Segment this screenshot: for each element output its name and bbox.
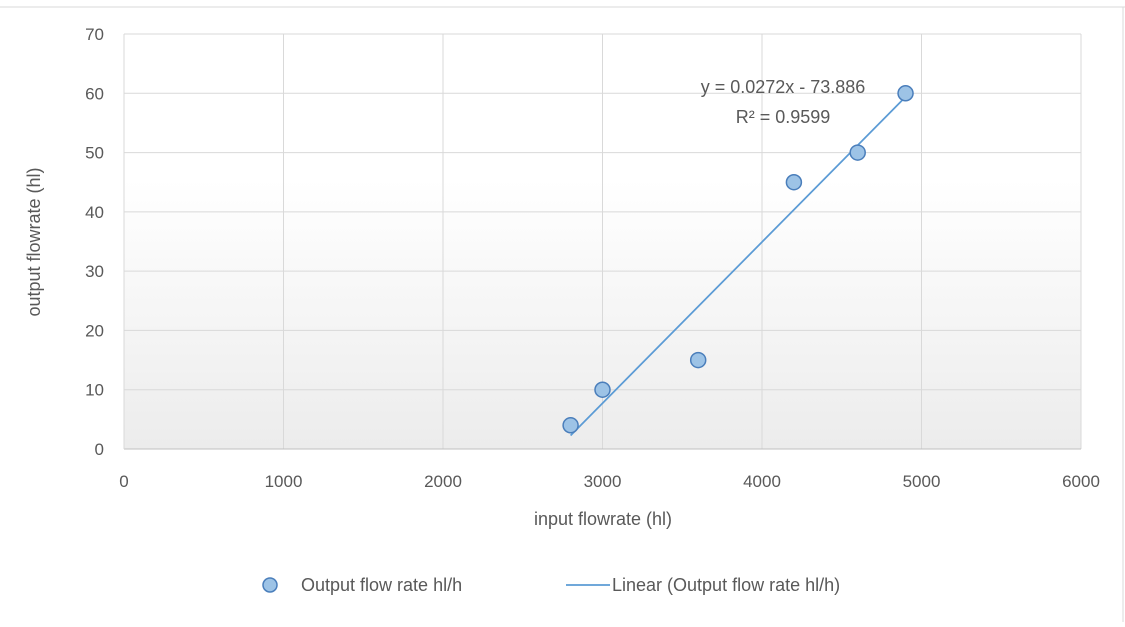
y-tick-label: 50	[85, 144, 104, 163]
data-points	[562, 85, 914, 434]
axes	[123, 34, 1081, 450]
x-axis-title: input flowrate (hl)	[534, 509, 672, 529]
y-tick-label: 40	[85, 203, 104, 222]
x-tick-label: 2000	[424, 472, 462, 491]
trendline-equation: y = 0.0272x - 73.886	[701, 77, 866, 97]
x-tick-label: 3000	[584, 472, 622, 491]
x-tick-label: 5000	[903, 472, 941, 491]
y-tick-label: 70	[85, 25, 104, 44]
y-tick-label: 60	[85, 84, 104, 103]
x-tick-label: 1000	[265, 472, 303, 491]
trendline-r-squared: R² = 0.9599	[736, 107, 831, 127]
grid-lines	[124, 33, 1082, 449]
legend-label-scatter: Output flow rate hl/h	[301, 575, 462, 595]
y-tick-label: 30	[85, 262, 104, 281]
y-tick-label: 20	[85, 321, 104, 340]
scatter-point	[849, 144, 866, 161]
y-axis-title: output flowrate (hl)	[24, 167, 44, 316]
scatter-point	[594, 381, 611, 398]
tick-labels: 0 1000 2000 3000 4000 5000 6000 0 10 20 30 40 50 60 70	[85, 25, 1100, 491]
x-tick-label: 4000	[743, 472, 781, 491]
scatter-point	[897, 85, 914, 102]
legend: Output flow rate hl/h Linear (Output flo…	[262, 575, 840, 595]
scatter-point	[562, 417, 579, 434]
y-tick-label: 10	[85, 381, 104, 400]
scatter-point	[785, 173, 803, 191]
y-tick-label: 0	[95, 440, 104, 459]
legend-label-linear: Linear (Output flow rate hl/h)	[612, 575, 840, 595]
x-tick-label: 6000	[1062, 472, 1100, 491]
legend-marker-scatter-icon	[262, 577, 278, 593]
scatter-point	[689, 351, 707, 369]
x-tick-label: 0	[119, 472, 128, 491]
